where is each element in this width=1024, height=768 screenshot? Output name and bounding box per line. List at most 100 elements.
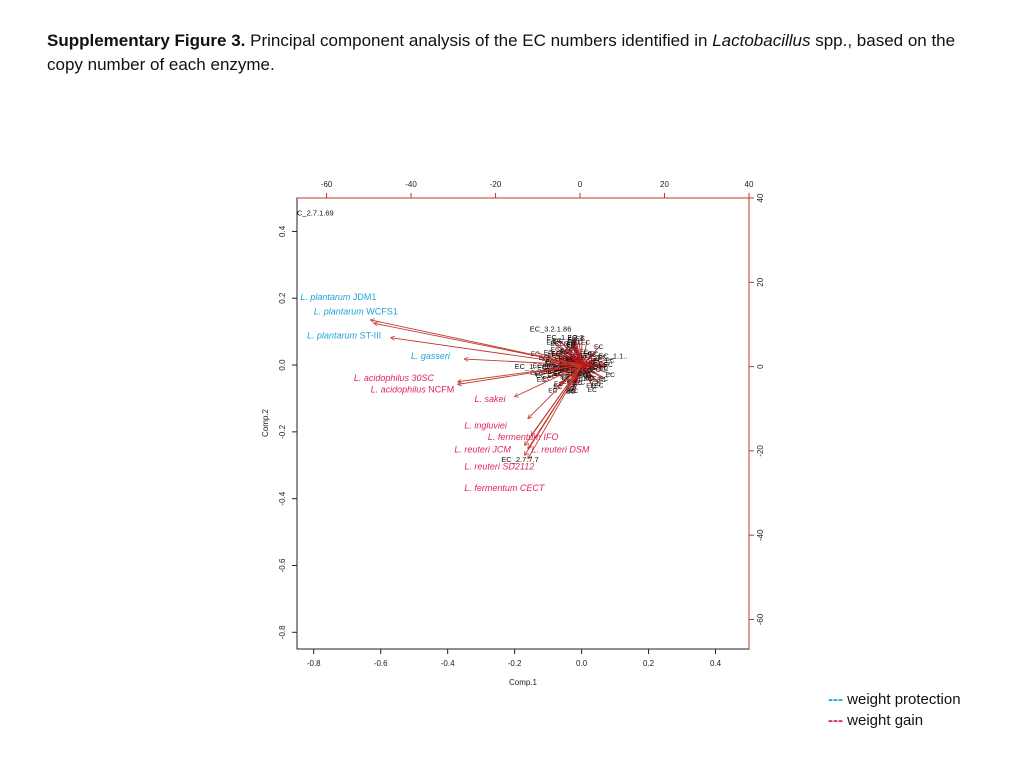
ec-point-label: EC — [565, 368, 574, 375]
legend-label-protection: weight protection — [847, 691, 961, 708]
ec-point-label: EC — [585, 375, 594, 382]
ec-point-label: EC — [566, 388, 575, 395]
species-arrows — [371, 320, 582, 459]
ec-point-label: EC — [588, 376, 597, 383]
x-axis-label: Comp.1 — [509, 678, 538, 687]
top-tick-label: -60 — [321, 180, 333, 189]
ec-point-label: EC — [569, 347, 578, 354]
ec-point-label: EC — [556, 351, 565, 358]
ec-point-label: EC — [566, 372, 575, 379]
ec-point-label: EC — [567, 357, 576, 364]
ec-point-label: EC — [536, 373, 545, 380]
ec-point-label: EC — [553, 364, 562, 371]
y-tick-label: 0.2 — [278, 292, 287, 304]
right-tick-label: 40 — [756, 193, 765, 202]
ec-point-label: EC — [581, 372, 590, 379]
species-label: L. plantarum ST-III — [307, 330, 381, 340]
ec-point-label: EC — [551, 351, 560, 358]
ec-label: EC_1.2.3.3 — [546, 333, 584, 342]
species-name: L. reuteri DSM — [531, 445, 590, 455]
ec-point-label: EC — [594, 362, 603, 369]
ec-point-label: EC — [578, 368, 587, 375]
species-name: L. reuteri JCM — [454, 445, 511, 455]
species-label: L. fermentum CECT — [464, 483, 546, 493]
ec-point-label: EC — [531, 351, 540, 358]
ec-point-label: EC — [594, 382, 603, 389]
ec-point-label: EC — [573, 380, 582, 387]
ec-point-label: EC — [594, 344, 603, 351]
species-label: L. reuteri JCM — [454, 445, 511, 455]
caption-italic: Lactobacillus — [712, 31, 811, 50]
ec-label: EC_3.2.1.86 — [530, 325, 572, 334]
species-label: L. ingluviei — [464, 421, 508, 431]
ec-point-label: EC — [571, 339, 580, 346]
ec-loading-arrow — [581, 354, 587, 366]
species-label: L. reuteri DSM — [531, 445, 590, 455]
ec-point-label: EC — [568, 334, 577, 341]
ec-point-label: EC — [559, 341, 568, 348]
ec-point-label: EC — [567, 340, 576, 347]
ec-point-label: EC — [566, 385, 575, 392]
ec-label: EC_2.7.7.7 — [501, 455, 539, 464]
y-tick-label: -0.8 — [278, 625, 287, 639]
y-axis: -0.8 -0.6 -0.4 -0.2 0.0 0.2 0.4 — [278, 225, 297, 639]
ec-point-label: EC — [542, 356, 551, 363]
ec-point-label: EC — [548, 387, 557, 394]
ec-point-label: EC — [599, 366, 608, 373]
top-tick-label: -20 — [490, 180, 502, 189]
top-tick-label: 0 — [578, 180, 583, 189]
ec-point-label: EC — [588, 364, 597, 371]
ec-point-label: EC — [544, 349, 553, 356]
ec-loading-arrow — [559, 340, 582, 366]
ec-point-label: EC — [585, 375, 594, 382]
x-tick-label: -0.8 — [307, 659, 321, 668]
ec-point-label: EC — [572, 354, 581, 361]
ec-point-label: EC — [537, 377, 546, 384]
legend-dash-protection: --- — [828, 691, 843, 708]
species-name: L. plantarum — [300, 292, 351, 302]
ec-loading-arrow — [581, 359, 600, 366]
y-tick-label: -0.6 — [278, 558, 287, 572]
right-tick-label: -40 — [756, 529, 765, 541]
species-arrow — [515, 364, 582, 397]
ec-point-label: EC — [587, 368, 596, 375]
species-arrow — [528, 364, 582, 459]
species-label: L. plantarum JDM1 — [300, 292, 376, 302]
ec-point-label: EC — [554, 381, 563, 388]
ec-point-label: EC — [539, 355, 548, 362]
right-tick-label: -20 — [756, 445, 765, 457]
ec-point-label: EC — [606, 372, 615, 379]
species-name: L. fermentum IFO — [488, 432, 559, 442]
x-tick-label: 0.2 — [643, 659, 655, 668]
ec-point-label: EC — [598, 354, 607, 361]
species-strain: NCFM — [426, 384, 455, 394]
species-arrow — [528, 364, 582, 418]
ec-point-label: EC — [593, 358, 602, 365]
ec-point-label: EC — [559, 349, 568, 356]
ec-point-label: EC — [542, 363, 551, 370]
ec-point-label: EC — [550, 341, 559, 348]
ec-point-label: EC — [579, 373, 588, 380]
ec-point-label: EC — [546, 359, 555, 366]
right-axis: -60 -40 -20 0 20 40 — [749, 193, 765, 625]
legend-item-protection: --- weight protection — [828, 689, 961, 710]
plot-frame — [296, 197, 750, 650]
species-strain: JDM1 — [350, 292, 376, 302]
ec-loading-arrow — [576, 341, 582, 366]
species-name: L. plantarum — [314, 306, 365, 316]
legend: --- weight protection --- weight gain — [828, 689, 961, 731]
species-arrow — [458, 364, 582, 384]
ec-point-label: EC — [554, 371, 563, 378]
species-name: L. fermentum CECT — [464, 483, 546, 493]
legend-item-gain: --- weight gain — [828, 710, 961, 731]
ec-point-label: EC — [547, 373, 556, 380]
ec-point-label: EC — [567, 380, 576, 387]
ec-label: EC_1. — [515, 362, 536, 371]
ec-point-label: EC — [534, 371, 543, 378]
species-name: L. reuteri SD2112 — [464, 462, 534, 472]
x-tick-label: 0.0 — [576, 659, 588, 668]
ec-point-label: EC — [566, 344, 575, 351]
ec-point-label: EC — [558, 356, 567, 363]
